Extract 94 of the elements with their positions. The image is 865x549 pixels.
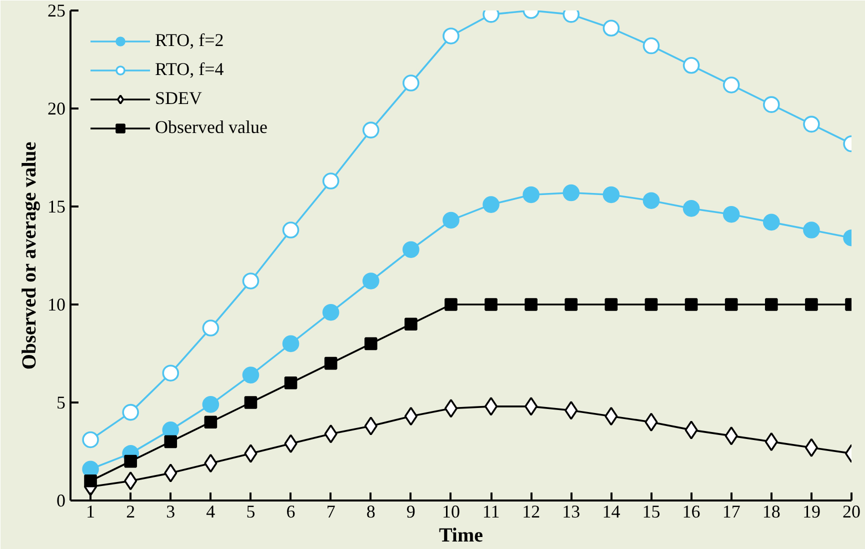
x-tick-label: 16 xyxy=(682,502,700,522)
x-tick-label: 14 xyxy=(602,502,620,522)
point xyxy=(444,298,458,311)
x-tick-label: 2 xyxy=(126,502,136,522)
y-tick-label: 5 xyxy=(56,392,66,412)
point xyxy=(524,397,538,416)
point xyxy=(364,416,378,436)
point xyxy=(804,438,818,457)
point xyxy=(244,396,258,409)
x-tick-label: 1 xyxy=(86,502,96,522)
x-tick-label: 6 xyxy=(286,502,296,522)
legend-label: Observed value xyxy=(155,117,268,138)
x-tick-label: 20 xyxy=(842,502,860,522)
point xyxy=(522,186,540,204)
point xyxy=(442,212,460,229)
point xyxy=(402,74,420,92)
point xyxy=(562,184,580,202)
point xyxy=(642,192,660,210)
x-tick-label: 11 xyxy=(482,502,500,522)
point xyxy=(602,186,620,204)
point xyxy=(602,20,620,37)
point xyxy=(202,396,220,413)
point xyxy=(322,304,340,321)
legend-label: SDEV xyxy=(155,88,202,109)
point xyxy=(642,37,660,54)
point xyxy=(604,298,618,311)
point xyxy=(722,76,740,94)
point xyxy=(805,298,818,311)
point xyxy=(442,28,460,44)
point xyxy=(803,116,820,133)
point xyxy=(82,431,99,448)
x-tick-label: 12 xyxy=(522,502,540,522)
point xyxy=(84,474,97,488)
point xyxy=(722,206,740,223)
x-tick-label: 4 xyxy=(206,502,216,522)
point xyxy=(242,272,260,290)
x-tick-label: 15 xyxy=(642,502,660,522)
point xyxy=(364,337,378,350)
point xyxy=(724,298,738,311)
point xyxy=(362,122,380,138)
point xyxy=(362,272,380,290)
y-tick-label: 20 xyxy=(48,98,66,118)
point xyxy=(682,56,700,74)
point xyxy=(484,298,498,311)
x-tick-label: 8 xyxy=(366,502,376,522)
y-axis-title: Observed or average value xyxy=(18,142,40,370)
point xyxy=(404,318,418,330)
x-tick-label: 9 xyxy=(406,502,416,522)
point xyxy=(682,200,700,217)
point xyxy=(282,222,300,238)
y-tick-label: 15 xyxy=(48,196,66,216)
legend-label: RTO, f=2 xyxy=(155,30,224,51)
point xyxy=(564,298,578,311)
x-tick-label: 3 xyxy=(166,502,176,522)
x-tick-label: 19 xyxy=(802,502,820,522)
legend-label: RTO, f=4 xyxy=(155,59,224,80)
x-tick-label: 10 xyxy=(442,502,460,522)
point xyxy=(803,222,820,238)
point xyxy=(762,214,780,231)
y-tick-label: 10 xyxy=(48,294,66,314)
x-tick-label: 7 xyxy=(326,502,336,522)
point xyxy=(684,298,698,311)
point xyxy=(684,420,698,440)
point xyxy=(484,397,498,416)
point xyxy=(404,406,418,426)
point xyxy=(204,416,218,428)
point xyxy=(524,298,538,311)
point xyxy=(644,412,658,432)
x-axis-title: Time xyxy=(438,524,484,546)
point xyxy=(202,320,220,336)
point xyxy=(402,241,420,258)
point xyxy=(162,364,180,382)
y-tick-label: 25 xyxy=(48,0,66,20)
x-tick-label: 5 xyxy=(246,502,256,522)
point xyxy=(242,366,260,384)
point xyxy=(764,298,778,311)
y-tick-label: 0 xyxy=(56,490,66,510)
point xyxy=(762,96,780,113)
x-tick-label: 18 xyxy=(762,502,780,522)
x-tick-label: 17 xyxy=(722,502,740,522)
point xyxy=(164,435,178,448)
point xyxy=(244,444,258,463)
point xyxy=(164,464,178,482)
point xyxy=(482,196,500,213)
point xyxy=(284,376,298,390)
point xyxy=(644,298,658,311)
point xyxy=(282,335,300,352)
point xyxy=(122,404,139,421)
point xyxy=(124,472,138,490)
point xyxy=(324,356,338,370)
point xyxy=(444,398,458,418)
point xyxy=(322,172,340,190)
x-tick-label: 13 xyxy=(562,502,580,522)
point xyxy=(124,454,137,468)
